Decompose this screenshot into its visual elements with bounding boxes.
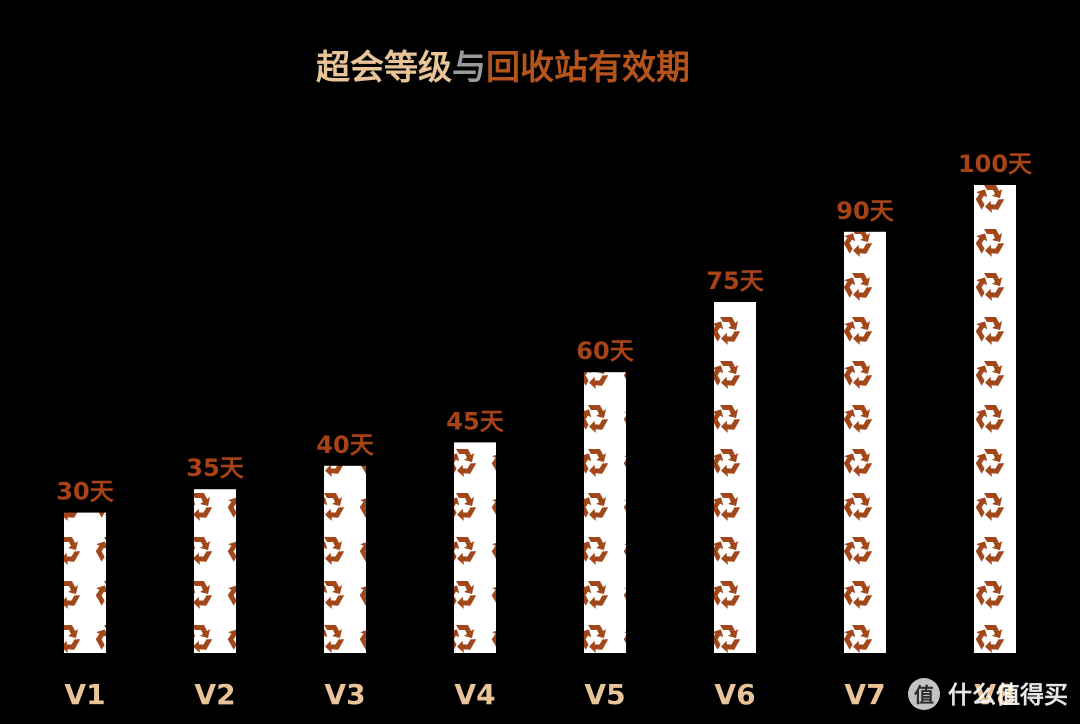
bar-v3 xyxy=(324,465,366,653)
value-label-v2: 35天 xyxy=(186,454,243,482)
x-tick-label-v6: V6 xyxy=(714,678,755,711)
title-part-2: 与 xyxy=(452,48,486,88)
bar-v6 xyxy=(714,302,756,653)
bar-v7 xyxy=(844,231,886,654)
x-axis-tick-labels: V1 V2 V3 V4 V5 V6 V7 V8 xyxy=(64,678,1015,711)
value-label-v1: 30天 xyxy=(56,478,113,506)
x-tick-label-v3: V3 xyxy=(324,678,365,711)
zhi-badge-icon: 值 xyxy=(908,678,940,710)
bar-v2 xyxy=(194,489,236,653)
value-label-v7: 90天 xyxy=(836,197,893,225)
svg-text:值: 值 xyxy=(914,683,934,707)
value-label-v3: 40天 xyxy=(316,431,373,459)
x-tick-label-v4: V4 xyxy=(454,678,495,711)
x-tick-label-v1: V1 xyxy=(64,678,105,711)
bar-v8 xyxy=(974,185,1016,653)
x-tick-label-v7: V7 xyxy=(844,678,885,711)
bar-v5 xyxy=(584,372,626,653)
bar-v4 xyxy=(454,442,496,653)
title-part-3: 回收站有效期 xyxy=(486,48,690,88)
value-label-v5: 60天 xyxy=(576,337,633,365)
value-label-v8: 100天 xyxy=(958,150,1032,178)
value-label-v4: 45天 xyxy=(446,407,503,435)
x-tick-label-v2: V2 xyxy=(194,678,235,711)
watermark-text: 什么值得买 xyxy=(948,681,1068,709)
value-labels-group: 30天 35天 40天 45天 60天 75天 90天 100天 xyxy=(56,150,1032,506)
x-tick-label-v8: V8 xyxy=(974,678,1015,711)
value-label-v6: 75天 xyxy=(706,267,763,295)
x-tick-label-v5: V5 xyxy=(584,678,625,711)
watermark: 值 什么值得买 xyxy=(908,678,1068,710)
bar-v1 xyxy=(64,512,106,653)
bars-group xyxy=(64,185,1016,654)
title-part-1: 超会等级 xyxy=(316,48,452,88)
chart-title: 超会等级与回收站有效期 xyxy=(316,48,690,88)
